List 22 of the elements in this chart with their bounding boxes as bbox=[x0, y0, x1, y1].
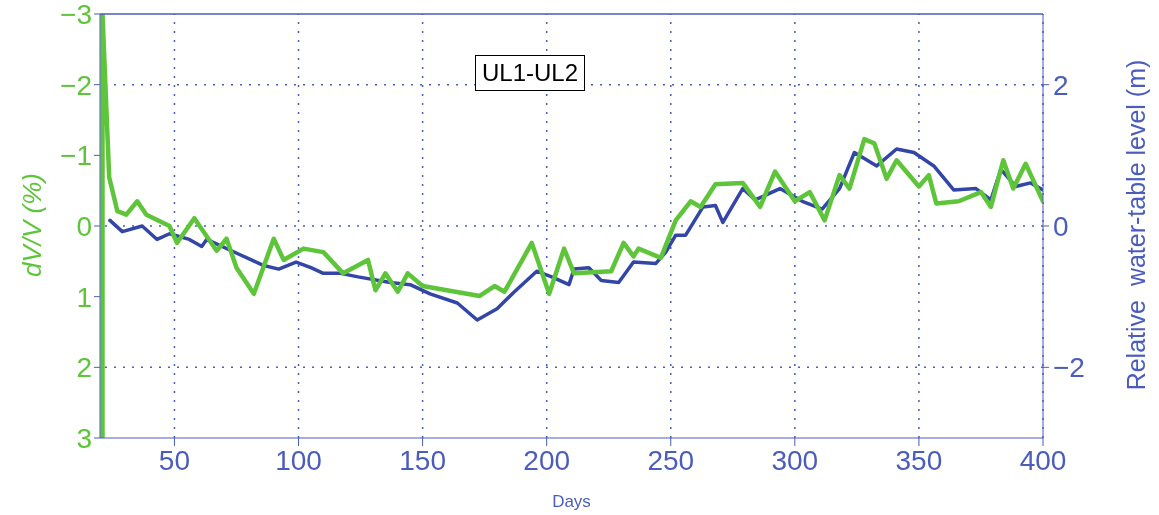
y2-tick-label: −2 bbox=[1053, 352, 1085, 384]
annotation: UL1-UL2 bbox=[475, 55, 586, 91]
y-tick-label: −2 bbox=[60, 69, 92, 101]
y-tick-label: 2 bbox=[76, 352, 92, 384]
y-tick-label: 0 bbox=[76, 210, 92, 242]
y-tick-label: 3 bbox=[76, 422, 92, 454]
x-tick-label: 200 bbox=[523, 444, 571, 476]
y2-tick-label: 2 bbox=[1053, 69, 1069, 101]
x-tick-label: 350 bbox=[895, 444, 943, 476]
x-tick-label: 100 bbox=[275, 444, 322, 476]
x-tick-label: 300 bbox=[771, 444, 819, 476]
x-axis-title: Days bbox=[552, 492, 591, 511]
y2-axis-title: Relative water-table level (m) bbox=[1121, 59, 1151, 391]
y-axis-title: dV/V (%) bbox=[16, 172, 48, 278]
y-tick-label: −1 bbox=[60, 140, 92, 172]
y2-tick-label: 0 bbox=[1053, 210, 1069, 242]
x-tick-label: 250 bbox=[647, 444, 695, 476]
y-tick-label: 1 bbox=[76, 281, 92, 313]
x-tick-label: 50 bbox=[158, 444, 191, 476]
x-tick-label: 400 bbox=[1019, 444, 1067, 476]
x-tick-label: 150 bbox=[399, 444, 446, 476]
y-tick-label: −3 bbox=[60, 0, 92, 30]
